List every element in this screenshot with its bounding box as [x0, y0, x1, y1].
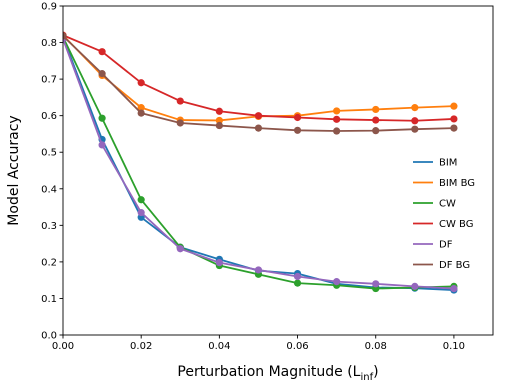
data-point-cw [98, 114, 106, 122]
data-point-cw-bg [411, 117, 419, 125]
y-tick-label: 0.4 [41, 184, 57, 195]
data-point-df-bg [98, 70, 106, 78]
data-point-df [215, 259, 223, 267]
x-tick-label: 0.06 [286, 341, 308, 352]
data-point-cw-bg [254, 112, 263, 120]
legend: BIM BIM BG CW CW BG DF DF BG [413, 158, 475, 271]
data-point-cw-bg [450, 115, 458, 123]
data-point-df [293, 272, 302, 281]
series-line-cw [63, 36, 454, 290]
series-line-df [63, 38, 454, 290]
data-point-cw-bg [98, 48, 106, 56]
data-point-bim-bg [411, 104, 419, 112]
data-point-df-bg [137, 109, 145, 117]
data-point-bim-bg [372, 105, 380, 114]
data-point-df [137, 208, 145, 217]
data-point-cw [137, 196, 145, 204]
plot-area [63, 31, 458, 294]
axes: 0.00 0.02 0.04 0.06 0.08 0.10 0.0 0.1 0.2 0.3 0.4 0… [41, 2, 494, 352]
data-point-df-bg [411, 125, 419, 133]
data-point-bim-bg [215, 116, 223, 125]
legend-label-bim-bg: BIM BG [439, 178, 475, 189]
data-point-df-bg [293, 126, 302, 134]
data-point-df-bg [372, 127, 380, 135]
y-tick-label: 0.3 [41, 221, 57, 232]
series-line-bim-bg [63, 34, 454, 122]
data-point-df-bg [63, 32, 67, 40]
y-axis-label: Model Accuracy [6, 115, 22, 225]
legend-label-cw-bg: CW BG [439, 219, 473, 230]
data-point-df [411, 282, 419, 290]
y-tick-label: 0.8 [41, 38, 57, 49]
x-tick-label: 0.00 [52, 341, 74, 352]
x-tick-label: 0.02 [130, 341, 152, 352]
x-tick-label: 0.04 [208, 341, 230, 352]
y-tick-label: 0.9 [41, 2, 57, 13]
data-point-df-bg [176, 119, 184, 127]
axes-frame [62, 5, 494, 336]
data-point-df-bg [254, 124, 263, 132]
data-point-df [98, 141, 106, 149]
legend-label-cw: CW [439, 199, 456, 210]
x-tick-label: 0.08 [365, 341, 387, 352]
data-point-df [176, 245, 184, 253]
data-point-bim-bg [137, 104, 145, 112]
data-point-bim-bg [333, 107, 341, 115]
data-point-cw-bg [215, 107, 223, 115]
data-point-cw-bg [333, 115, 341, 123]
data-point-df [372, 280, 380, 288]
y-tick-label: 0.6 [41, 111, 57, 122]
y-tick-label: 0.1 [41, 294, 57, 305]
data-point-cw-bg [293, 113, 302, 122]
x-axis-label-main: Perturbation Magnitude (L [177, 364, 360, 380]
data-point-cw [293, 279, 302, 287]
x-axis-label: Perturbation Magnitude (Linf) [177, 364, 378, 381]
data-point-df [254, 266, 263, 274]
legend-label-bim: BIM [439, 158, 457, 169]
y-tick-label: 0.2 [41, 257, 57, 268]
series-line-bim [63, 36, 454, 291]
data-point-df-bg [215, 121, 223, 130]
data-point-cw-bg [176, 97, 184, 105]
y-tick-label: 0.5 [41, 148, 57, 159]
data-point-df-bg [333, 127, 341, 135]
x-tick-label: 0.10 [443, 341, 465, 352]
y-tick-label: 0.7 [41, 75, 57, 86]
legend-label-df-bg: DF BG [439, 260, 470, 271]
data-point-df [450, 284, 458, 293]
x-axis-label-close: ) [373, 364, 378, 380]
legend-label-df: DF [439, 240, 453, 251]
data-point-df-bg [450, 124, 458, 132]
x-axis-label-subscript: inf [360, 372, 373, 381]
data-point-df [333, 278, 341, 286]
data-point-cw-bg [137, 79, 145, 87]
y-tick-label: 0.0 [41, 331, 57, 342]
data-point-bim-bg [450, 102, 458, 110]
data-point-cw-bg [372, 116, 380, 124]
